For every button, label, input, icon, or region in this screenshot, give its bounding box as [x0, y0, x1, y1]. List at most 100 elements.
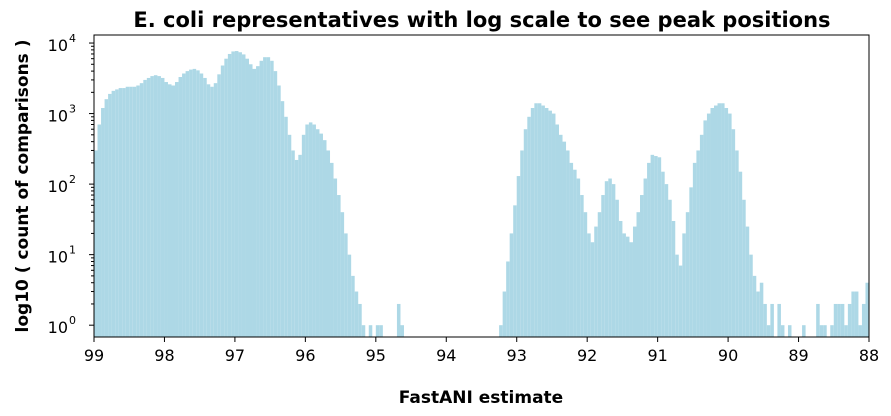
- histogram-bar: [294, 159, 299, 337]
- histogram-bar: [358, 303, 362, 337]
- histogram-bar: [770, 303, 774, 337]
- histogram-bar: [640, 195, 644, 337]
- y-tick-exponent: 4: [69, 32, 76, 45]
- histogram-bar: [597, 212, 602, 337]
- histogram-bar: [210, 86, 214, 337]
- histogram-bar: [273, 71, 278, 338]
- histogram-bar: [756, 291, 760, 337]
- histogram-bar: [576, 178, 581, 337]
- y-tick-label: 10: [48, 318, 68, 337]
- histogram-bar: [326, 150, 331, 337]
- histogram-bar: [654, 156, 658, 337]
- histogram-bar: [189, 69, 193, 338]
- x-tick-label: 92: [577, 346, 597, 365]
- histogram-bar: [379, 325, 383, 337]
- histogram-bar: [763, 303, 767, 337]
- histogram-bar: [858, 325, 862, 337]
- histogram-bar: [710, 107, 714, 338]
- histogram-bar: [629, 242, 633, 337]
- histogram-bar: [206, 84, 211, 337]
- histogram-bar: [689, 187, 693, 337]
- histogram-bar: [115, 89, 119, 337]
- histogram-bar: [277, 85, 281, 337]
- histogram-bar: [622, 233, 626, 337]
- histogram-bar: [129, 86, 133, 337]
- histogram-bar: [263, 57, 267, 337]
- histogram-bar: [569, 162, 574, 337]
- histogram-bar: [396, 303, 401, 337]
- histogram-bar: [125, 86, 130, 337]
- histogram-bar: [671, 220, 676, 337]
- histogram-bar: [706, 113, 711, 337]
- histogram-bar: [664, 184, 669, 337]
- histogram-bar: [555, 124, 559, 337]
- histogram-bar: [840, 303, 845, 337]
- histogram-bar: [234, 51, 239, 337]
- histogram-bar: [833, 303, 838, 337]
- histogram-bar: [580, 195, 584, 337]
- histogram-bar: [830, 325, 834, 337]
- histogram-bar: [231, 51, 235, 337]
- histogram-bar: [108, 93, 112, 337]
- histogram-bar: [513, 205, 517, 337]
- histogram-bar: [787, 325, 792, 337]
- histogram-bar: [777, 303, 781, 337]
- histogram-bar: [256, 66, 260, 338]
- histogram-bar: [714, 105, 718, 337]
- histogram-bar: [506, 261, 510, 337]
- histogram-bar: [280, 101, 285, 338]
- histogram-bar: [601, 195, 605, 337]
- histogram-bar: [717, 103, 722, 338]
- histogram-bar: [322, 140, 327, 337]
- histogram-bar: [548, 110, 552, 338]
- histogram-bar: [340, 212, 345, 337]
- histogram-bar: [819, 325, 824, 337]
- histogram-bar: [160, 77, 165, 337]
- histogram-bars: [94, 51, 869, 338]
- histogram-bar: [728, 113, 732, 337]
- histogram-bar: [284, 116, 288, 337]
- y-axis-label: log10 ( count of comparisons ): [13, 40, 33, 333]
- histogram-bar: [861, 303, 866, 337]
- x-tick-label: 95: [366, 346, 386, 365]
- histogram-bar: [185, 71, 190, 338]
- histogram-bar: [780, 325, 785, 337]
- histogram-bar: [227, 53, 232, 338]
- histogram-bar: [182, 73, 186, 337]
- histogram-bar: [139, 83, 144, 338]
- histogram-bar: [104, 99, 109, 338]
- x-axis-label: FastANI estimate: [399, 388, 563, 408]
- histogram-bar: [375, 325, 380, 337]
- y-tick-label: 10: [48, 248, 68, 267]
- histogram-bar: [668, 199, 672, 337]
- histogram-bar: [259, 60, 264, 338]
- histogram-bar: [502, 291, 507, 337]
- histogram-bar: [745, 226, 750, 337]
- histogram-bar: [692, 162, 697, 337]
- histogram-bar: [192, 68, 197, 337]
- histogram-bar: [287, 134, 292, 337]
- histogram-bar: [132, 86, 137, 337]
- y-tick-label: 10: [48, 107, 68, 126]
- histogram-bar: [354, 291, 359, 337]
- histogram-bar: [562, 141, 567, 337]
- histogram-bar: [361, 325, 366, 337]
- histogram-bar: [238, 52, 242, 337]
- histogram-bar: [241, 54, 246, 338]
- y-tick-exponent: 0: [69, 314, 76, 327]
- histogram-bar: [544, 107, 549, 338]
- x-tick-label: 89: [788, 346, 808, 365]
- histogram-bar: [816, 303, 820, 337]
- histogram-bar: [731, 129, 736, 337]
- x-tick-label: 90: [718, 346, 738, 365]
- histogram-bar: [759, 282, 764, 337]
- histogram-bar: [217, 74, 221, 337]
- histogram-bar: [143, 79, 147, 338]
- histogram-bar: [527, 116, 531, 337]
- histogram-bar: [551, 113, 556, 337]
- histogram-bar: [594, 226, 598, 337]
- histogram-bar: [153, 75, 158, 337]
- histogram-bar: [735, 150, 739, 337]
- histogram-bar: [312, 124, 316, 337]
- histogram-bar: [400, 325, 404, 337]
